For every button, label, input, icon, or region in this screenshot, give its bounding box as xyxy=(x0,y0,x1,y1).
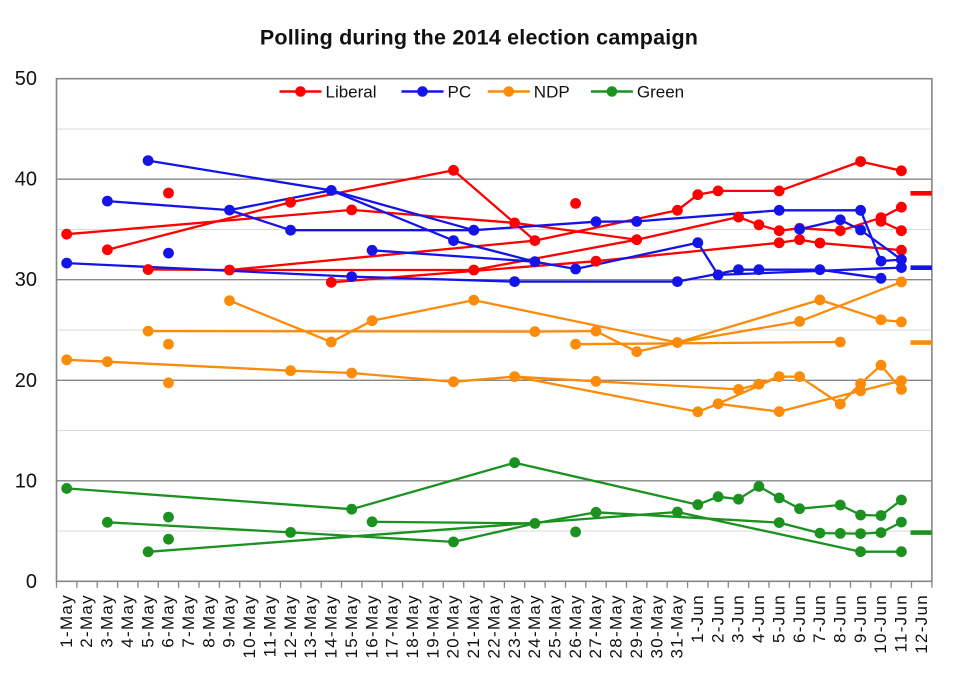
svg-text:19-May: 19-May xyxy=(423,594,442,659)
svg-text:28-May: 28-May xyxy=(607,594,626,659)
svg-text:2-May: 2-May xyxy=(77,594,96,648)
svg-text:0: 0 xyxy=(26,571,37,593)
svg-text:4-Jun: 4-Jun xyxy=(749,594,768,643)
svg-text:18-May: 18-May xyxy=(403,594,422,659)
svg-text:Liberal: Liberal xyxy=(326,83,377,102)
svg-text:3-May: 3-May xyxy=(98,594,117,648)
svg-text:22-May: 22-May xyxy=(484,594,503,659)
svg-text:20-May: 20-May xyxy=(444,594,463,659)
svg-text:20: 20 xyxy=(15,370,37,392)
svg-text:50: 50 xyxy=(15,68,37,90)
svg-text:12-May: 12-May xyxy=(281,594,300,659)
svg-text:2-Jun: 2-Jun xyxy=(708,594,727,643)
svg-text:4-May: 4-May xyxy=(118,594,137,648)
svg-text:10-May: 10-May xyxy=(240,594,259,659)
svg-text:9-May: 9-May xyxy=(220,594,239,648)
svg-text:40: 40 xyxy=(15,169,37,191)
svg-text:NDP: NDP xyxy=(534,83,570,102)
svg-text:15-May: 15-May xyxy=(342,594,361,659)
svg-text:13-May: 13-May xyxy=(301,594,320,659)
svg-text:Green: Green xyxy=(637,83,684,102)
svg-text:25-May: 25-May xyxy=(546,594,565,659)
svg-text:11-May: 11-May xyxy=(261,594,280,657)
svg-text:17-May: 17-May xyxy=(383,594,402,659)
svg-text:11-Jun: 11-Jun xyxy=(892,594,911,653)
svg-text:3-Jun: 3-Jun xyxy=(729,594,748,643)
svg-text:12-Jun: 12-Jun xyxy=(912,594,931,654)
svg-text:Polling during the 2014 electi: Polling during the 2014 election campaig… xyxy=(260,26,698,50)
svg-text:7-Jun: 7-Jun xyxy=(810,594,829,643)
svg-text:7-May: 7-May xyxy=(179,594,198,648)
svg-text:27-May: 27-May xyxy=(586,594,605,659)
svg-text:30-May: 30-May xyxy=(647,594,666,659)
svg-text:21-May: 21-May xyxy=(464,594,483,659)
svg-text:1-Jun: 1-Jun xyxy=(688,594,707,643)
svg-text:8-May: 8-May xyxy=(199,594,218,648)
svg-text:8-Jun: 8-Jun xyxy=(831,594,850,643)
svg-text:29-May: 29-May xyxy=(627,594,646,659)
svg-text:6-Jun: 6-Jun xyxy=(790,594,809,643)
svg-text:5-May: 5-May xyxy=(138,594,157,648)
svg-text:16-May: 16-May xyxy=(362,594,381,659)
svg-text:23-May: 23-May xyxy=(505,594,524,659)
svg-text:14-May: 14-May xyxy=(322,594,341,659)
svg-text:PC: PC xyxy=(448,83,472,102)
svg-text:31-May: 31-May xyxy=(668,594,687,659)
svg-text:1-May: 1-May xyxy=(57,594,76,648)
svg-text:24-May: 24-May xyxy=(525,594,544,659)
svg-text:26-May: 26-May xyxy=(566,594,585,659)
svg-text:9-Jun: 9-Jun xyxy=(851,594,870,643)
svg-text:10-Jun: 10-Jun xyxy=(871,594,890,654)
svg-text:6-May: 6-May xyxy=(159,594,178,648)
svg-text:10: 10 xyxy=(15,470,37,492)
svg-text:30: 30 xyxy=(15,269,37,291)
svg-text:5-Jun: 5-Jun xyxy=(769,594,788,643)
